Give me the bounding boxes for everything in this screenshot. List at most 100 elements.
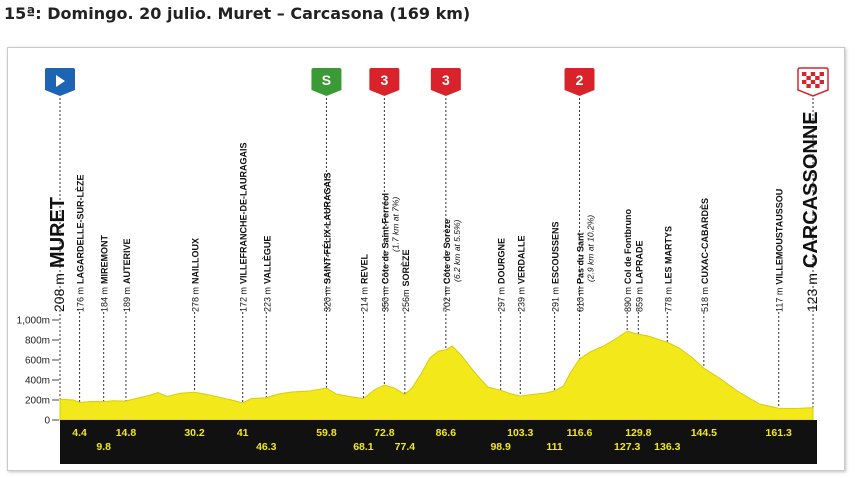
y-tick-label: 600m [25,356,50,367]
marker-badge [430,68,461,96]
svg-text:890 mCol de Fontbruno: 890 m Col de Fontbruno [623,208,633,312]
svg-text:778 mLES MARTYS: 778 m LES MARTYS [663,226,673,312]
km-label: 144.5 [691,427,717,439]
y-axis: 0 200m 400m 600m 800m 1,000m [17,316,59,427]
town-name: VILLEMOUSTAUSSOU [775,189,785,285]
town-label: 291 m ESCOUSSENS [551,221,561,312]
stage-profile-chart: 0 200m 400m 600m 800m 1,000m 4.4 9.8 14.8 30.2 41… [17,67,829,464]
svg-text:320 mSAINT-FÉLIX-LAURAGAIS: 320 m SAINT-FÉLIX-LAURAGAIS [322,172,332,312]
altitude-label: 297 m [497,287,507,312]
svg-text:291 mESCOUSSENS: 291 m ESCOUSSENS [551,221,561,312]
checkered-flag-cell [806,84,811,88]
km-label: 86.6 [436,427,457,439]
finish-marker [797,67,829,97]
town-label: 320 m SAINT-FÉLIX-LAURAGAIS [322,172,332,312]
checkered-flag-cell [815,76,820,80]
town-label: 176 m LAGARDELLE-SUR-LÈZE [76,174,86,312]
altitude-label: 278 m [191,287,201,312]
altitude-label: 778 m [663,287,673,312]
checkered-flag-cell [806,76,811,80]
climb-marker: 3 [430,68,461,96]
altitude-label: 702 m [442,287,452,312]
altitude-label: 223 m [262,287,272,312]
altitude-label: 291 m [551,287,561,312]
checkered-flag-cell [819,80,824,84]
altitude-label: 208 m [51,273,67,312]
climb-detail: (2.9 km at 10.2%) [586,215,596,282]
town-name: ESCOUSSENS [551,221,561,284]
stage-profile-panel: 0 200m 400m 600m 800m 1,000m 4.4 9.8 14.8 30.2 41… [7,47,845,471]
town-name: SORÈZE [401,249,411,286]
svg-text:208 mMURET: 208 m MURET [47,197,69,312]
town-label: 859 m LAPRADE [634,240,644,312]
town-label: 214 m REVEL [359,253,369,312]
play-icon [56,75,65,87]
checkered-flag-cell [802,80,807,84]
start-marker [45,68,75,96]
climb-marker: 3 [369,68,400,96]
endpoint-name: CARCASSONNE [800,111,822,268]
climb-category: 3 [442,72,450,88]
km-label: 4.4 [72,427,87,439]
svg-text:176 mLAGARDELLE-SUR-LÈZE: 176 m LAGARDELLE-SUR-LÈZE [76,174,86,312]
svg-text:256mSORÈZE: 256m SORÈZE [401,249,411,312]
km-label: 136.3 [654,441,680,453]
town-name: VILLEFRANCHE-DE-LAURAGAIS [239,142,249,284]
town-label: 778 m LES MARTYS [663,226,673,312]
svg-text:350 mCôte de Saint-Ferréol: 350 m Côte de Saint-Ferréol [380,193,390,312]
town-label: 350 m Côte de Saint-Ferréol (1.7 km at 7%) [380,193,400,312]
route-markers: S 3 3 2 [45,67,829,97]
svg-text:117 mVILLEMOUSTAUSSOU: 117 m VILLEMOUSTAUSSOU [775,189,785,312]
town-name: VERDALLE [516,235,526,284]
y-tick-label: 800m [25,336,50,347]
ground-band [60,420,817,464]
town-name: VALLÈGUE [262,236,272,284]
svg-text:223 mVALLÈGUE: 223 m VALLÈGUE [262,236,272,312]
town-label: 172 m VILLEFRANCHE-DE-LAURAGAIS [239,142,249,312]
marker-badge [564,68,595,96]
altitude-label: 239 m [516,287,526,312]
altitude-label: 610 m [576,287,586,312]
town-name: Pas du Sant [576,232,586,284]
town-label: 208 m MURET [47,197,69,312]
altitude-label: 123 m [804,273,820,312]
town-label: 702 m Côte de Sorèze (6.2 km at 5.5%) [442,219,462,312]
svg-text:184 mMIREMONT: 184 m MIREMONT [100,234,110,312]
km-label: 72.8 [374,427,395,439]
altitude-label: 350 m [380,287,390,312]
km-label: 77.4 [395,441,416,453]
climb-marker: 2 [564,68,595,96]
svg-text:239 mVERDALLE: 239 m VERDALLE [516,235,526,312]
town-label: 189 m AUTERIVE [122,238,132,312]
svg-text:859 mLAPRADE: 859 m LAPRADE [634,240,644,312]
climb-detail: (1.7 km at 7%) [390,197,400,252]
town-label: 184 m MIREMONT [100,234,110,312]
checkered-flag-cell [810,72,816,76]
town-name: LES MARTYS [663,226,673,284]
town-label: 239 m VERDALLE [516,235,526,312]
town-name: AUTERIVE [122,238,132,284]
km-label: 98.9 [490,441,511,453]
km-labels: 4.4 9.8 14.8 30.2 41 46.3 59.8 68.172.877.4 86.6… [72,427,792,453]
climb-category: 2 [576,72,584,88]
altitude-label: 890 m [623,287,633,312]
town-label: 297 m DOURGNE [497,238,507,312]
climb-category: 3 [380,72,388,88]
town-label: 278 m NAILLOUX [191,238,201,312]
y-tick-label: 200m [25,396,50,407]
town-name: LAGARDELLE-SUR-LÈZE [76,174,86,284]
y-tick-label: 1,000m [17,316,50,327]
km-label: 30.2 [184,427,205,439]
sprint-label: S [322,72,331,88]
svg-text:297 mDOURGNE: 297 m DOURGNE [497,238,507,312]
town-label: 256m SORÈZE [401,249,411,312]
town-name: Côte de Saint-Ferréol [380,193,390,284]
km-label: 41 [237,427,249,439]
svg-text:518 mCUXAC-CABARDÈS: 518 m CUXAC-CABARDÈS [700,198,710,312]
town-name: NAILLOUX [191,238,201,284]
town-name: Col de Fontbruno [623,208,633,283]
checkered-flag-cell [810,80,816,84]
km-label: 127.3 [614,441,640,453]
altitude-label: 320 m [322,287,332,312]
town-name: DOURGNE [497,238,507,284]
